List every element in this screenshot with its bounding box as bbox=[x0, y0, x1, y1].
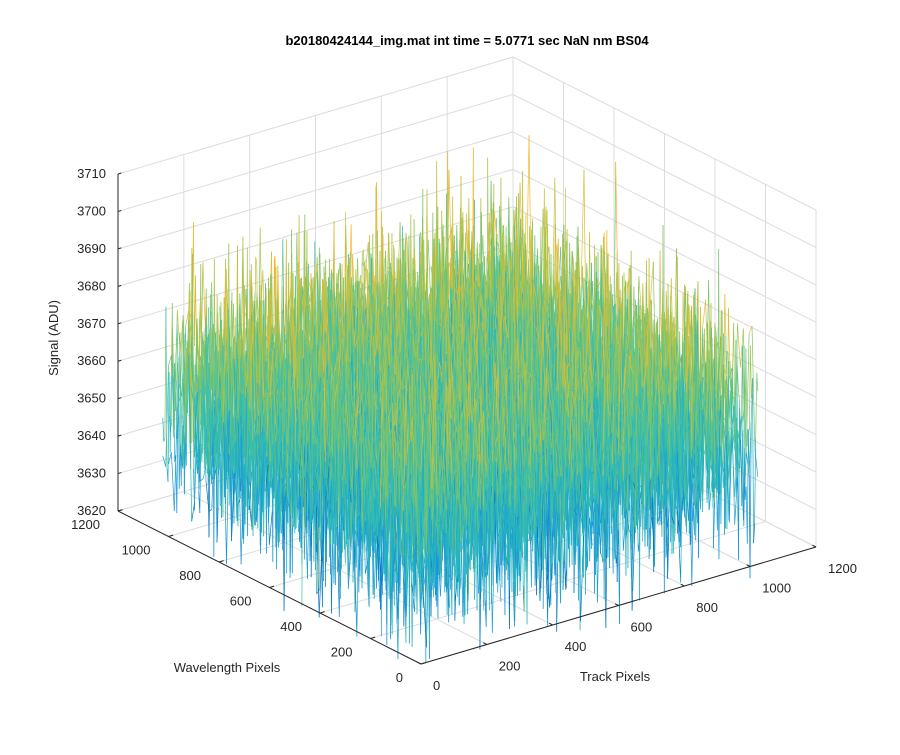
surface-segment bbox=[428, 299, 429, 300]
